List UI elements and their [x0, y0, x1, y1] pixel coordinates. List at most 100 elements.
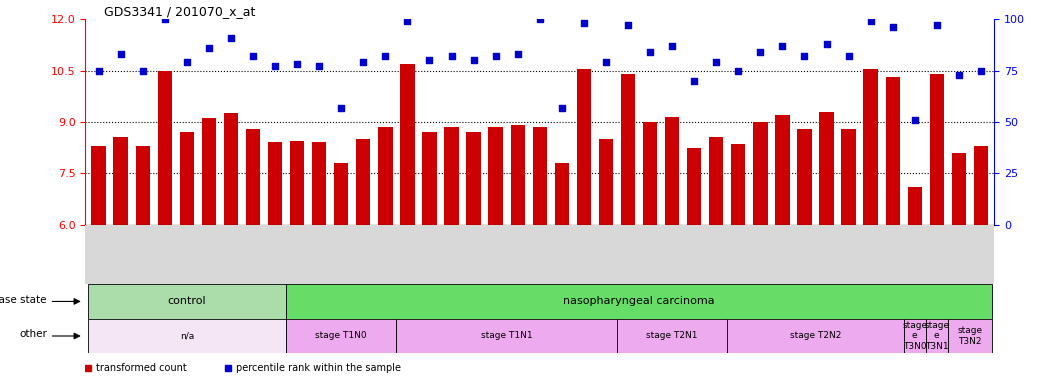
Bar — [776, 115, 789, 225]
Bar — [286, 319, 397, 353]
Bar — [951, 153, 966, 225]
Bar — [819, 112, 834, 225]
Bar — [687, 147, 702, 225]
Bar — [92, 146, 106, 225]
Bar — [224, 113, 238, 225]
Point — [686, 78, 703, 84]
Bar — [246, 129, 260, 225]
Bar — [113, 137, 128, 225]
Text: stage T2N2: stage T2N2 — [790, 331, 841, 341]
Bar — [643, 122, 657, 225]
Bar — [87, 319, 286, 353]
Point — [355, 59, 372, 65]
Bar — [445, 127, 459, 225]
Point — [752, 49, 768, 55]
Bar — [728, 319, 904, 353]
Bar — [863, 69, 878, 225]
Bar — [510, 125, 525, 225]
Bar — [356, 139, 371, 225]
Bar — [886, 78, 899, 225]
Text: stage T1N1: stage T1N1 — [481, 331, 533, 341]
Point — [134, 68, 151, 74]
Point — [576, 20, 592, 26]
Bar — [378, 127, 392, 225]
Text: GDS3341 / 201070_x_at: GDS3341 / 201070_x_at — [103, 5, 255, 18]
Point — [399, 18, 415, 24]
Text: stage T1N0: stage T1N0 — [315, 331, 367, 341]
Bar — [423, 132, 436, 225]
Point — [664, 43, 681, 49]
Point — [885, 24, 902, 30]
Text: percentile rank within the sample: percentile rank within the sample — [236, 362, 402, 373]
Bar — [400, 64, 414, 225]
Bar — [555, 163, 569, 225]
Bar — [908, 187, 922, 225]
Point — [201, 45, 218, 51]
Bar — [397, 319, 617, 353]
Bar — [731, 144, 745, 225]
Bar — [180, 132, 194, 225]
Point — [708, 59, 725, 65]
Bar — [709, 137, 723, 225]
Bar — [286, 284, 992, 319]
Point — [509, 51, 526, 57]
Text: disease state: disease state — [0, 295, 47, 305]
Bar — [617, 319, 728, 353]
Point — [598, 59, 614, 65]
Point — [112, 51, 129, 57]
Bar — [948, 319, 992, 353]
Bar — [904, 319, 925, 353]
Bar — [268, 142, 282, 225]
Point — [775, 43, 791, 49]
Bar — [488, 127, 503, 225]
Bar — [577, 69, 591, 225]
Text: stage T2N1: stage T2N1 — [646, 331, 697, 341]
Text: nasopharyngeal carcinoma: nasopharyngeal carcinoma — [563, 296, 715, 306]
Point — [333, 104, 350, 111]
Bar — [925, 319, 948, 353]
Point — [818, 41, 835, 47]
Bar — [334, 163, 349, 225]
Point — [972, 68, 989, 74]
Point — [91, 68, 107, 74]
Point — [288, 61, 305, 68]
Bar — [797, 129, 812, 225]
Bar — [841, 129, 856, 225]
Point — [641, 49, 658, 55]
Bar — [533, 127, 547, 225]
Point — [950, 71, 967, 78]
Point — [907, 117, 923, 123]
Bar — [754, 122, 767, 225]
Text: n/a: n/a — [180, 331, 194, 341]
Text: control: control — [168, 296, 206, 306]
Text: stage
T3N2: stage T3N2 — [958, 326, 983, 346]
Point — [311, 63, 328, 70]
Bar — [620, 74, 635, 225]
Bar — [665, 117, 680, 225]
Bar — [87, 284, 286, 319]
Bar — [290, 141, 304, 225]
Point — [443, 53, 460, 59]
Point — [422, 57, 438, 63]
Point — [266, 63, 283, 70]
Point — [245, 53, 261, 59]
Bar — [466, 132, 481, 225]
Point — [156, 16, 173, 22]
Point — [465, 57, 482, 63]
Bar — [930, 74, 944, 225]
Bar — [157, 71, 172, 225]
Bar — [312, 142, 326, 225]
Point — [840, 53, 857, 59]
Point — [377, 53, 393, 59]
Point — [796, 53, 813, 59]
Text: other: other — [19, 329, 47, 339]
Bar — [973, 146, 988, 225]
Point — [929, 22, 945, 28]
Point — [554, 104, 570, 111]
Point — [619, 22, 636, 28]
Bar — [135, 146, 150, 225]
Point — [223, 35, 239, 41]
Point — [862, 18, 879, 24]
Text: stage
e
T3N0: stage e T3N0 — [903, 321, 928, 351]
Text: transformed count: transformed count — [97, 362, 187, 373]
